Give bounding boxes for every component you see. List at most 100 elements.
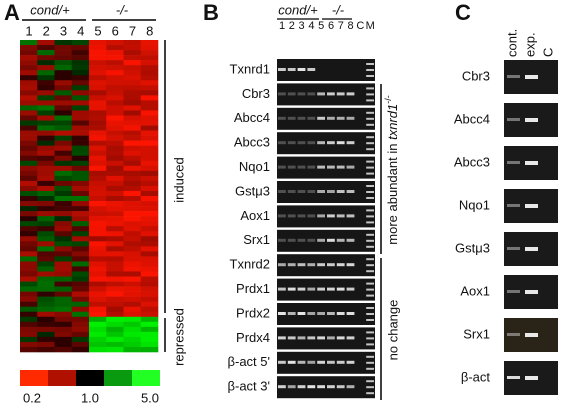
heatmap-cell (123, 55, 142, 61)
heatmap-cell (54, 216, 73, 222)
heatmap-cell (37, 326, 55, 333)
heatmap-cell (89, 95, 107, 101)
band (346, 190, 355, 193)
heatmap-cell (106, 100, 124, 106)
band (307, 190, 316, 193)
heatmap-cell (89, 75, 107, 81)
heatmap-cell (20, 80, 38, 86)
band (278, 263, 286, 267)
heatmap-cell (71, 201, 90, 207)
heatmap-cell (20, 261, 38, 267)
heatmap-cell (71, 140, 90, 146)
heatmap-cell (140, 211, 159, 217)
heatmap-cell (89, 155, 107, 162)
band (278, 214, 286, 218)
heatmap-cell (106, 346, 124, 353)
heatmap-cell (123, 206, 142, 212)
heatmap-cell (54, 80, 73, 86)
heatmap-cell (54, 185, 73, 192)
lane-label: 8 (146, 23, 153, 38)
heatmap-cell (123, 45, 142, 51)
heatmap-cell (54, 301, 73, 308)
heatmap-cell (123, 150, 142, 157)
gel (277, 376, 375, 399)
heatmap-cell (140, 346, 159, 353)
heatmap-cell (37, 160, 55, 167)
heatmap-cell (54, 201, 73, 207)
heatmap-cell (54, 145, 73, 152)
ladder-band (366, 380, 374, 383)
band (307, 360, 316, 364)
ladder-band (366, 392, 374, 395)
heatmap-cell (71, 331, 90, 338)
ladder-band (366, 136, 374, 139)
gene-label: β-act 3' (228, 379, 270, 394)
band (307, 92, 316, 96)
heatmap-cell (123, 286, 142, 292)
heatmap-cell (123, 65, 142, 71)
heatmap-cell (20, 45, 38, 51)
heatmap-cell (20, 50, 38, 56)
heatmap-cell (37, 211, 55, 217)
cluster-label: induced (171, 157, 186, 203)
heatmap-cell (106, 50, 124, 56)
bracket-label: more abundant in txnrd1-/- (383, 95, 400, 244)
heatmap-cell (37, 331, 55, 338)
heatmap-cell (123, 85, 142, 91)
heatmap-cell (71, 95, 90, 101)
heatmap-cell (89, 40, 107, 46)
heatmap-cell (20, 271, 38, 277)
heatmap-cell (89, 115, 107, 121)
band (278, 238, 286, 242)
ladder-band (366, 117, 374, 120)
heatmap-cell (123, 211, 142, 217)
band (327, 190, 335, 193)
heatmap-cell (89, 80, 107, 86)
heatmap-cell (123, 40, 142, 46)
band (317, 165, 325, 169)
ladder-band (366, 343, 374, 346)
heatmap-cell (89, 180, 107, 187)
heatmap-cell (123, 120, 142, 126)
gene-label: Txnrd1 (230, 61, 270, 76)
heatmap-cell (37, 246, 55, 252)
band (336, 214, 345, 218)
heatmap-cell (89, 170, 107, 177)
heatmap-cell (54, 196, 73, 202)
band (327, 360, 335, 364)
band (317, 312, 325, 315)
group-label: cond/+ (278, 2, 318, 17)
heatmap-cell (89, 120, 107, 126)
heatmap-cell (123, 276, 142, 282)
heatmap-cell (54, 45, 73, 51)
heatmap-cell (106, 170, 124, 177)
gel (277, 59, 375, 81)
band (307, 312, 316, 315)
heatmap-cell (37, 175, 55, 182)
heatmap-cell (106, 276, 124, 282)
band (525, 376, 538, 380)
panel-label: B (203, 0, 219, 25)
heatmap-cell (106, 180, 124, 187)
heatmap-cell (140, 150, 159, 157)
heatmap-cell (89, 241, 107, 247)
heatmap-cell (123, 246, 142, 252)
heatmap-cell (106, 105, 124, 111)
lane-label: C (356, 20, 364, 32)
heatmap-cell (20, 65, 38, 71)
heatmap-cell (54, 90, 73, 96)
ladder-band (366, 361, 374, 364)
heatmap (20, 40, 159, 353)
heatmap-cell (106, 95, 124, 101)
band (336, 116, 345, 120)
heatmap-cell (106, 291, 124, 297)
heatmap-cell (20, 125, 38, 131)
band (346, 360, 355, 364)
band (336, 92, 345, 96)
heatmap-cell (37, 266, 55, 272)
heatmap-cell (20, 140, 38, 146)
heatmap-cell (54, 291, 73, 297)
heatmap-cell (20, 60, 38, 66)
heatmap-cell (71, 90, 90, 96)
heatmap-cell (106, 90, 124, 96)
